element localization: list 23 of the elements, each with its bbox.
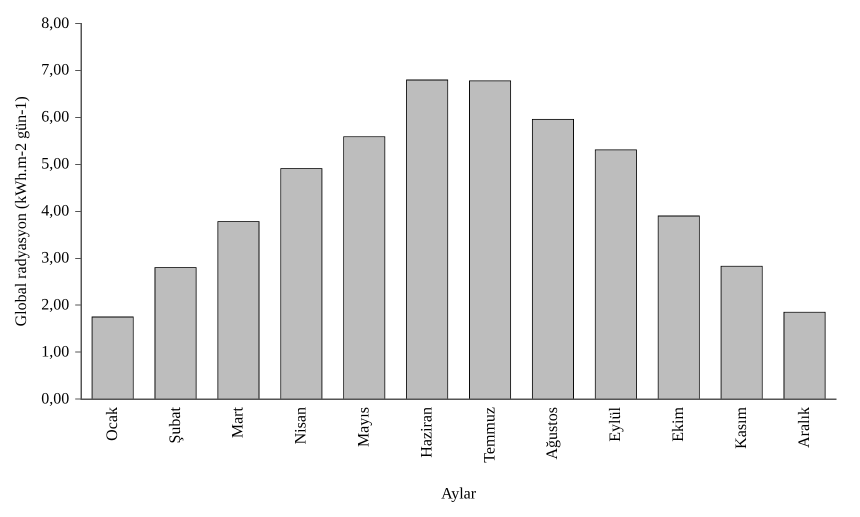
y-tick-label: 2,00 xyxy=(41,296,70,314)
y-tick-label: 6,00 xyxy=(41,108,70,126)
x-tick-label: Şubat xyxy=(166,406,184,444)
x-tick-label: Ocak xyxy=(104,407,121,441)
x-tick-label: Ekim xyxy=(670,406,687,442)
x-tick-label: Kasım xyxy=(732,406,750,449)
x-tick-label: Temmuz xyxy=(481,407,498,463)
y-axis-title: Global radyasyon (kWh.m-2 gün-1) xyxy=(12,96,30,326)
x-axis-title: Aylar xyxy=(441,486,477,503)
y-tick-label: 3,00 xyxy=(41,249,70,266)
y-tick-label: 5,00 xyxy=(41,156,70,173)
y-tick-label: 0,00 xyxy=(41,390,70,408)
y-tick-label: 7,00 xyxy=(41,62,70,79)
y-tick-label: 8,00 xyxy=(41,14,70,32)
x-tick-label: Haziran xyxy=(418,407,436,458)
x-tick-label: Mart xyxy=(230,406,247,438)
x-tick-label: Aralık xyxy=(796,407,813,448)
y-tick-label: 4,00 xyxy=(41,202,70,220)
x-tick-label: Mayıs xyxy=(355,407,372,448)
y-tick-label: 1,00 xyxy=(41,343,70,360)
x-tick-label: Eylül xyxy=(607,406,624,442)
x-tick-label: Ağustos xyxy=(544,407,562,460)
x-tick-label: Nisan xyxy=(292,407,310,444)
